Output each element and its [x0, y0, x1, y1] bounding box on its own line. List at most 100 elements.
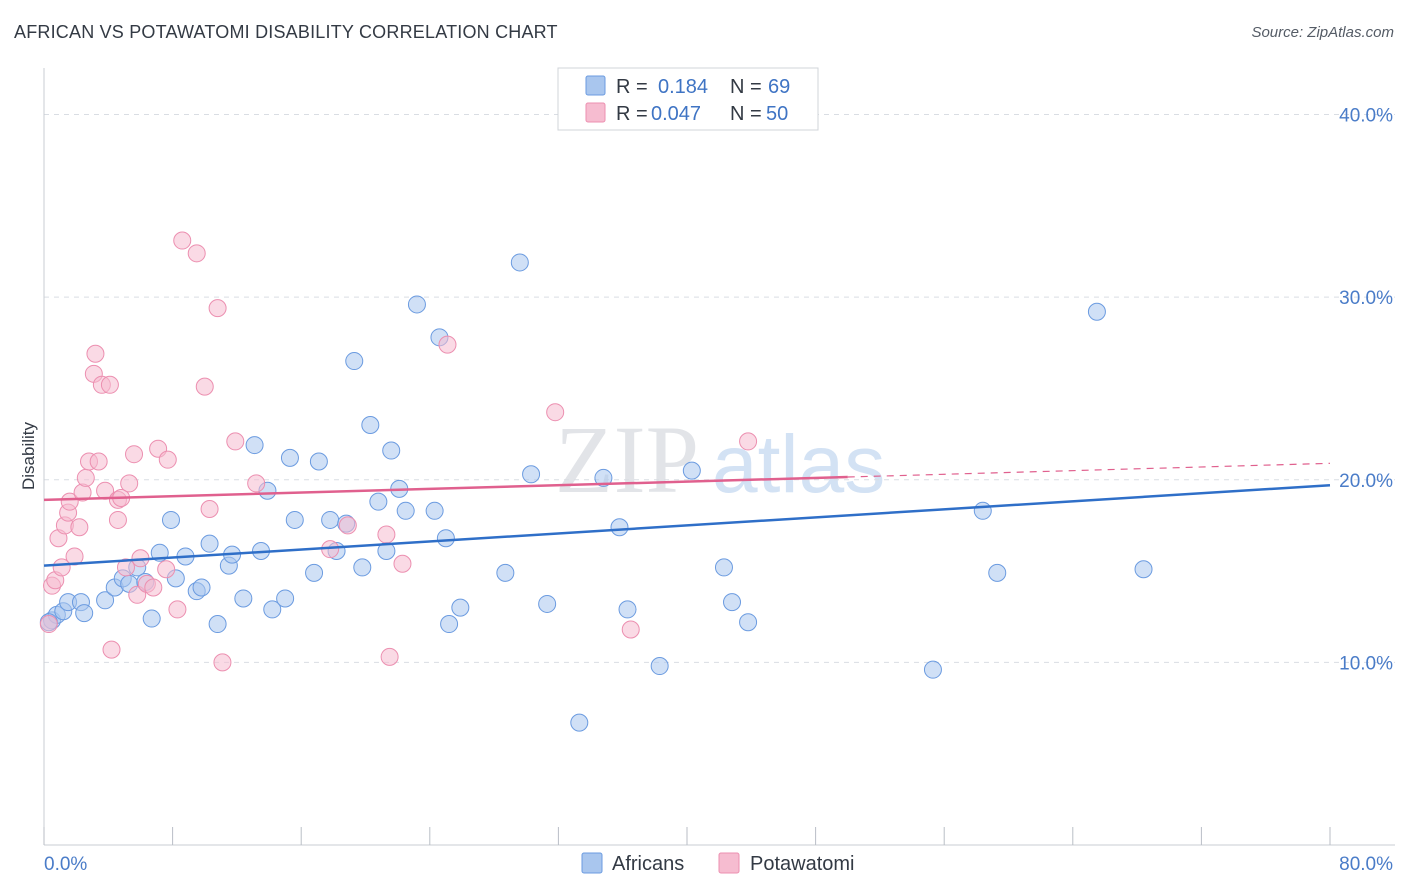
point-potawatomi-21 [108, 510, 127, 529]
point-potawatomi-14 [86, 344, 105, 363]
legend-r-label-potawatomi: R = [616, 103, 648, 125]
point-africans-30 [285, 510, 304, 529]
point-potawatomi-35 [187, 244, 206, 263]
legend-swatch-potawatomi [585, 102, 606, 123]
point-africans-60 [714, 558, 733, 577]
series-legend-swatch-africans [581, 852, 603, 874]
point-potawatomi-19 [102, 640, 121, 659]
point-africans-23 [234, 589, 253, 608]
point-africans-53 [538, 594, 557, 613]
point-potawatomi-31 [158, 450, 177, 469]
series-legend-swatch-potawatomi [718, 852, 740, 874]
y-tick-label-2: 30.0% [1339, 288, 1393, 309]
series-legend: Africans Potawatomi [581, 852, 855, 875]
point-potawatomi-50 [739, 432, 758, 451]
trend-lines [43, 462, 1331, 567]
point-potawatomi-24 [120, 474, 139, 493]
point-potawatomi-36 [195, 377, 214, 396]
point-potawatomi-44 [377, 525, 396, 544]
data-points [39, 231, 1153, 732]
legend-r-value-africans: 0.184 [658, 76, 708, 98]
point-potawatomi-25 [125, 445, 144, 464]
point-africans-65 [988, 563, 1007, 582]
point-potawatomi-29 [144, 578, 163, 597]
watermark: ZIP atlas [555, 406, 885, 513]
x-tick-labels: 0.0% 80.0% [44, 854, 1393, 875]
point-africans-19 [200, 534, 219, 553]
point-africans-67 [1134, 560, 1153, 579]
point-potawatomi-23 [116, 558, 135, 577]
y-tick-label-1: 20.0% [1339, 471, 1393, 492]
point-africans-45 [425, 501, 444, 520]
legend-n-value-africans: 69 [768, 76, 790, 98]
point-africans-6 [96, 591, 115, 610]
point-potawatomi-49 [621, 620, 640, 639]
point-africans-49 [451, 598, 470, 617]
source-credit: Source: ZipAtlas.com [1251, 24, 1394, 41]
x-tick-label-1: 80.0% [1339, 854, 1393, 875]
point-potawatomi-9 [70, 518, 89, 537]
point-africans-33 [321, 510, 340, 529]
point-africans-38 [361, 415, 380, 434]
point-africans-63 [923, 660, 942, 679]
point-potawatomi-15 [89, 452, 108, 471]
legend-n-value-potawatomi: 50 [766, 103, 788, 125]
watermark-zip: ZIP [555, 406, 699, 513]
point-potawatomi-43 [338, 516, 357, 535]
point-africans-14 [161, 510, 180, 529]
x-tick-label-0: 0.0% [44, 854, 87, 875]
grid [44, 114, 1395, 663]
point-potawatomi-8 [65, 547, 84, 566]
point-potawatomi-0 [39, 615, 58, 634]
point-potawatomi-45 [380, 647, 399, 666]
point-potawatomi-33 [168, 600, 187, 619]
trend-line-potawatomi [43, 475, 848, 502]
point-africans-20 [208, 615, 227, 634]
point-potawatomi-7 [60, 492, 79, 511]
point-africans-52 [522, 465, 541, 484]
legend-n-label-potawatomi: N = [730, 103, 762, 125]
point-africans-55 [594, 468, 613, 487]
chart-title: AFRICAN VS POTAWATOMI DISABILITY CORRELA… [14, 22, 558, 42]
trend-line-potawatomi-projection [847, 462, 1331, 478]
point-africans-51 [510, 253, 529, 272]
point-africans-62 [739, 613, 758, 632]
point-africans-32 [309, 452, 328, 471]
y-tick-label-0: 10.0% [1339, 653, 1393, 674]
legend-n-label-africans: N = [730, 76, 762, 98]
point-africans-66 [1087, 302, 1106, 321]
legend-r-value-potawatomi: 0.047 [651, 103, 701, 125]
point-africans-27 [263, 600, 282, 619]
point-africans-31 [305, 563, 324, 582]
point-potawatomi-37 [200, 499, 219, 518]
point-potawatomi-32 [157, 560, 176, 579]
point-africans-18 [192, 578, 211, 597]
point-africans-57 [618, 600, 637, 619]
point-africans-37 [353, 558, 372, 577]
point-potawatomi-46 [393, 554, 412, 573]
y-tick-label-3: 40.0% [1339, 106, 1393, 127]
series-legend-label-potawatomi: Potawatomi [750, 853, 855, 875]
y-axis-title: Disability [19, 421, 38, 490]
point-potawatomi-40 [226, 432, 245, 451]
point-africans-28 [276, 589, 295, 608]
point-potawatomi-34 [173, 231, 192, 250]
point-potawatomi-41 [247, 474, 266, 493]
point-africans-29 [280, 448, 299, 467]
watermark-atlas: atlas [712, 419, 885, 510]
point-africans-59 [682, 461, 701, 480]
point-potawatomi-38 [208, 299, 227, 318]
point-potawatomi-18 [100, 375, 119, 394]
point-africans-43 [396, 501, 415, 520]
correlation-legend: R = 0.184 N = 69 R = 0.047 N = 50 [557, 67, 819, 131]
point-africans-39 [369, 492, 388, 511]
point-africans-36 [345, 352, 364, 371]
point-africans-12 [142, 609, 161, 628]
point-africans-58 [650, 657, 669, 676]
point-africans-61 [723, 593, 742, 612]
legend-r-label-africans: R = [616, 76, 648, 98]
point-potawatomi-47 [438, 335, 457, 354]
point-africans-24 [245, 436, 264, 455]
point-africans-50 [496, 563, 515, 582]
